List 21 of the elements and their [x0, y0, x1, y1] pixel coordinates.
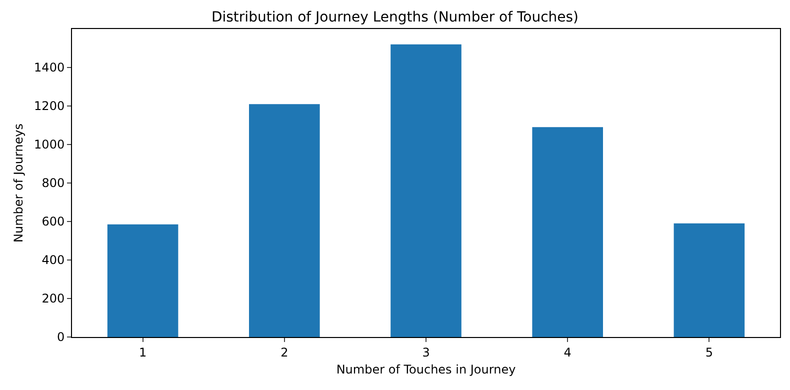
y-tick-label: 1200 — [34, 99, 65, 114]
x-tick-label: 2 — [280, 345, 288, 360]
bar — [390, 44, 462, 337]
bar — [532, 127, 603, 337]
bar — [249, 104, 320, 337]
y-tick-label: 800 — [42, 176, 65, 190]
x-tick-label: 1 — [138, 345, 147, 360]
y-tick-label: 1400 — [34, 60, 65, 75]
x-tick-label: 4 — [564, 345, 572, 360]
bar — [674, 223, 745, 337]
y-tick-label: 600 — [42, 214, 65, 229]
x-tick-label: 5 — [705, 345, 714, 360]
x-tick-label: 3 — [422, 345, 430, 360]
y-axis-title: Number of Journeys — [11, 124, 26, 242]
x-axis-title: Number of Touches in Journey — [336, 362, 516, 376]
y-tick-label: 0 — [56, 330, 65, 344]
bar — [107, 224, 178, 337]
chart-title: Distribution of Journey Lengths (Number of Touches) — [211, 10, 579, 26]
y-tick-label: 1000 — [34, 138, 65, 152]
y-tick-label: 200 — [42, 292, 65, 306]
y-tick-label: 400 — [42, 253, 65, 268]
